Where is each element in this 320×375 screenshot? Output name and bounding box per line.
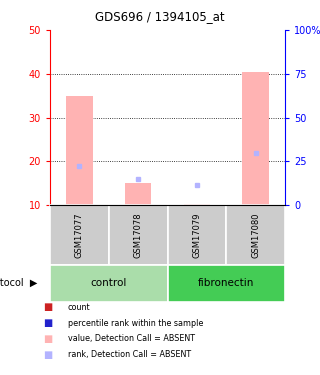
Text: ■: ■ <box>44 334 53 344</box>
Text: GSM17078: GSM17078 <box>134 212 143 258</box>
Text: ■: ■ <box>44 302 53 312</box>
Text: ■: ■ <box>44 350 53 360</box>
Text: fibronectin: fibronectin <box>198 279 254 288</box>
Bar <box>50 265 167 302</box>
Bar <box>243 72 269 205</box>
Bar <box>226 205 285 265</box>
Text: protocol  ▶: protocol ▶ <box>0 279 37 288</box>
Text: GSM17077: GSM17077 <box>75 212 84 258</box>
Text: ■: ■ <box>44 318 53 328</box>
Text: count: count <box>68 303 90 312</box>
Bar <box>125 183 151 205</box>
Bar <box>184 204 210 205</box>
Text: GDS696 / 1394105_at: GDS696 / 1394105_at <box>95 10 225 23</box>
Bar <box>66 96 92 205</box>
Text: control: control <box>91 279 127 288</box>
Bar <box>167 265 285 302</box>
Text: value, Detection Call = ABSENT: value, Detection Call = ABSENT <box>68 334 195 344</box>
Bar <box>109 205 167 265</box>
Text: GSM17079: GSM17079 <box>192 212 201 258</box>
Text: percentile rank within the sample: percentile rank within the sample <box>68 318 203 327</box>
Text: GSM17080: GSM17080 <box>251 212 260 258</box>
Bar <box>50 205 109 265</box>
Bar <box>167 205 226 265</box>
Text: rank, Detection Call = ABSENT: rank, Detection Call = ABSENT <box>68 351 191 360</box>
